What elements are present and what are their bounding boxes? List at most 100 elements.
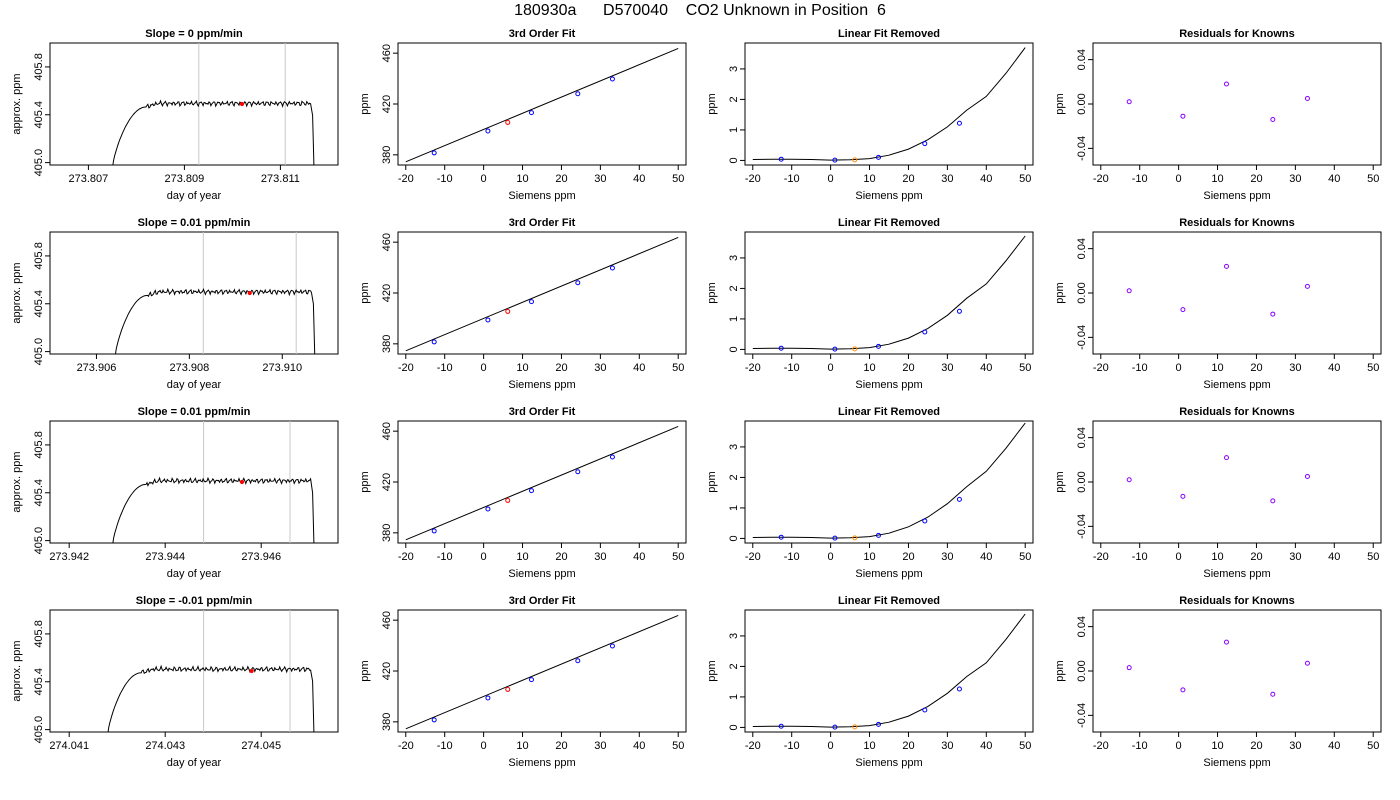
y-tick-label: 0	[728, 346, 740, 352]
known-point	[875, 154, 881, 160]
x-tick-label: 274.045	[241, 740, 281, 752]
known-point	[832, 535, 838, 541]
x-tick-label: 20	[1250, 362, 1262, 374]
y-tick-label: 2	[728, 96, 740, 102]
x-tick-label: 20	[902, 362, 914, 374]
x-tick-label: 273.807	[69, 173, 109, 185]
known-point	[528, 488, 534, 494]
x-axis-label: Siemens ppm	[855, 757, 922, 769]
x-tick-label: 30	[941, 551, 953, 563]
x-tick-label: 40	[1328, 362, 1340, 374]
unknown-point	[505, 497, 511, 503]
x-tick-label: 40	[980, 551, 992, 563]
panel-title: Residuals for Knowns	[1179, 406, 1295, 418]
x-tick-label: 30	[594, 362, 606, 374]
unknown-marker	[239, 479, 245, 485]
residual-point	[1270, 117, 1276, 123]
fit-line	[405, 48, 679, 163]
residual-point	[1126, 288, 1132, 294]
panel-title: 3rd Order Fit	[509, 217, 576, 229]
x-tick-label: 273.809	[165, 173, 205, 185]
x-axis-label: Siemens ppm	[1203, 190, 1270, 202]
known-point	[832, 346, 838, 352]
known-point	[956, 496, 962, 502]
x-tick-label: 10	[516, 551, 528, 563]
x-tick-label: 0	[828, 362, 834, 374]
known-point	[431, 717, 437, 723]
x-axis-label: Siemens ppm	[508, 568, 575, 580]
plot-frame	[49, 231, 339, 355]
x-tick-label: 40	[1328, 740, 1340, 752]
plot-area	[112, 43, 315, 165]
y-tick-label: -0.04	[1076, 325, 1088, 350]
plot-area	[752, 422, 1026, 541]
known-point	[485, 506, 491, 512]
y-tick-label: 405.8	[33, 431, 45, 459]
y-tick-label: 405.0	[33, 149, 45, 177]
data-trace	[112, 476, 315, 543]
x-tick-label: 40	[980, 173, 992, 185]
x-tick-label: 50	[672, 551, 684, 563]
y-tick-label: -0.04	[1076, 136, 1088, 161]
x-tick-label: -10	[437, 740, 453, 752]
x-tick-label: -20	[745, 362, 761, 374]
x-tick-label: 0	[481, 551, 487, 563]
known-point	[956, 120, 962, 126]
plot-frame	[1092, 231, 1382, 355]
panel-r2c1: 3rd Order Fit -20 -10 0 10 20 30 40 50 380 420 460 S…	[359, 406, 687, 580]
x-tick-label: 10	[863, 362, 875, 374]
residual-point	[1126, 477, 1132, 483]
panel-r3c3: Residuals for Knowns -20 -10 0 10 20 30 40 50 -0.…	[1054, 595, 1382, 769]
unknown-point	[505, 686, 511, 692]
y-axis-label: ppm	[359, 471, 371, 492]
x-tick-label: 0	[1176, 740, 1182, 752]
known-point	[609, 643, 615, 649]
x-tick-label: -20	[398, 173, 414, 185]
plot-frame	[1092, 609, 1382, 733]
x-tick-label: -10	[784, 362, 800, 374]
panel-r0c0: Slope = 0 ppm/min 273.807 273.809 273.811 40…	[11, 28, 339, 202]
plot-area	[405, 426, 679, 541]
x-axis-label: Siemens ppm	[1203, 568, 1270, 580]
y-tick-label: 3	[728, 444, 740, 450]
y-tick-label: 1	[728, 316, 740, 322]
y-axis-label: ppm	[706, 93, 718, 114]
residual-point	[1304, 660, 1310, 666]
known-point	[485, 695, 491, 701]
x-tick-label: -20	[398, 551, 414, 563]
panel-r2c2: Linear Fit Removed -20 -10 0 10 20 30 40 50 0 1 2 3 S…	[706, 406, 1034, 580]
x-axis-label: Siemens ppm	[508, 190, 575, 202]
x-tick-label: -10	[437, 362, 453, 374]
residual-point	[1270, 691, 1276, 697]
x-axis-label: day of year	[167, 190, 222, 202]
x-tick-label: 50	[1367, 551, 1379, 563]
unknown-point	[852, 157, 858, 163]
residual-curve	[752, 422, 1026, 539]
x-axis-label: Siemens ppm	[855, 568, 922, 580]
y-axis-label: ppm	[359, 282, 371, 303]
known-point	[609, 265, 615, 271]
panel-title: Linear Fit Removed	[838, 595, 940, 607]
x-tick-label: 20	[1250, 173, 1262, 185]
known-point	[956, 308, 962, 314]
x-tick-label: 50	[1019, 173, 1031, 185]
y-tick-label: 0	[728, 724, 740, 730]
x-tick-label: -10	[437, 551, 453, 563]
x-tick-label: -10	[437, 173, 453, 185]
y-tick-label: 460	[381, 422, 393, 440]
residual-point	[1223, 455, 1229, 461]
panel-r0c2: Linear Fit Removed -20 -10 0 10 20 30 40 50 0 1 2 3 S…	[706, 28, 1034, 202]
known-point	[609, 454, 615, 460]
known-point	[778, 156, 784, 162]
y-tick-label: 460	[381, 233, 393, 251]
known-point	[875, 532, 881, 538]
x-axis-label: Siemens ppm	[508, 757, 575, 769]
y-tick-label: 0.04	[1076, 238, 1088, 259]
y-tick-label: 0	[728, 157, 740, 163]
known-point	[832, 157, 838, 163]
y-tick-label: 1	[728, 127, 740, 133]
known-point	[609, 76, 615, 82]
x-tick-label: 30	[941, 173, 953, 185]
residual-point	[1223, 639, 1229, 645]
known-point	[922, 141, 928, 147]
